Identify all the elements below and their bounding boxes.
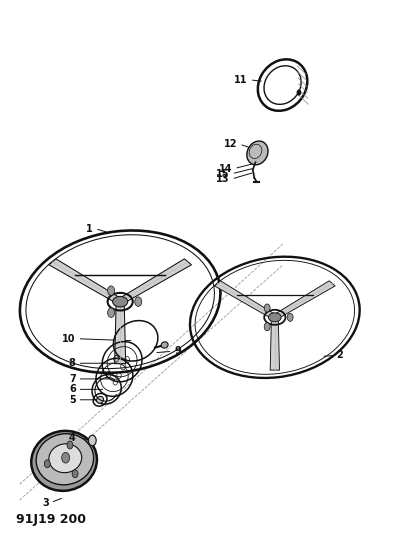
Ellipse shape	[97, 397, 103, 403]
Text: 91J19 200: 91J19 200	[16, 513, 86, 526]
Circle shape	[135, 297, 142, 306]
Text: 11: 11	[234, 75, 248, 85]
Text: 5: 5	[69, 395, 76, 405]
Text: 1: 1	[87, 224, 93, 233]
Text: 15: 15	[216, 169, 229, 179]
Circle shape	[264, 322, 270, 330]
Circle shape	[44, 460, 50, 468]
Polygon shape	[49, 259, 123, 304]
Circle shape	[107, 308, 115, 317]
Polygon shape	[214, 281, 277, 319]
Circle shape	[297, 90, 301, 96]
Ellipse shape	[269, 313, 281, 322]
Polygon shape	[270, 317, 280, 370]
Text: 12: 12	[224, 139, 237, 149]
Text: 4: 4	[69, 433, 76, 443]
Circle shape	[88, 435, 96, 446]
Polygon shape	[273, 281, 335, 319]
Ellipse shape	[161, 342, 168, 348]
Polygon shape	[118, 259, 192, 304]
Text: 2: 2	[337, 350, 343, 360]
Ellipse shape	[36, 434, 94, 485]
Text: 14: 14	[219, 164, 232, 174]
Polygon shape	[115, 302, 126, 364]
Text: 8: 8	[69, 358, 76, 368]
Text: 3: 3	[42, 498, 49, 507]
Circle shape	[72, 470, 78, 478]
Ellipse shape	[247, 141, 268, 165]
Text: 13: 13	[216, 174, 229, 184]
Text: 10: 10	[62, 334, 76, 344]
Text: 7: 7	[69, 374, 76, 384]
Ellipse shape	[31, 431, 97, 491]
Circle shape	[287, 313, 293, 321]
Text: 6: 6	[69, 384, 76, 394]
Ellipse shape	[49, 444, 82, 473]
Circle shape	[264, 304, 270, 312]
Circle shape	[62, 453, 70, 463]
Circle shape	[67, 441, 73, 449]
Circle shape	[107, 286, 115, 295]
Text: 9: 9	[174, 346, 181, 356]
Ellipse shape	[113, 296, 128, 307]
